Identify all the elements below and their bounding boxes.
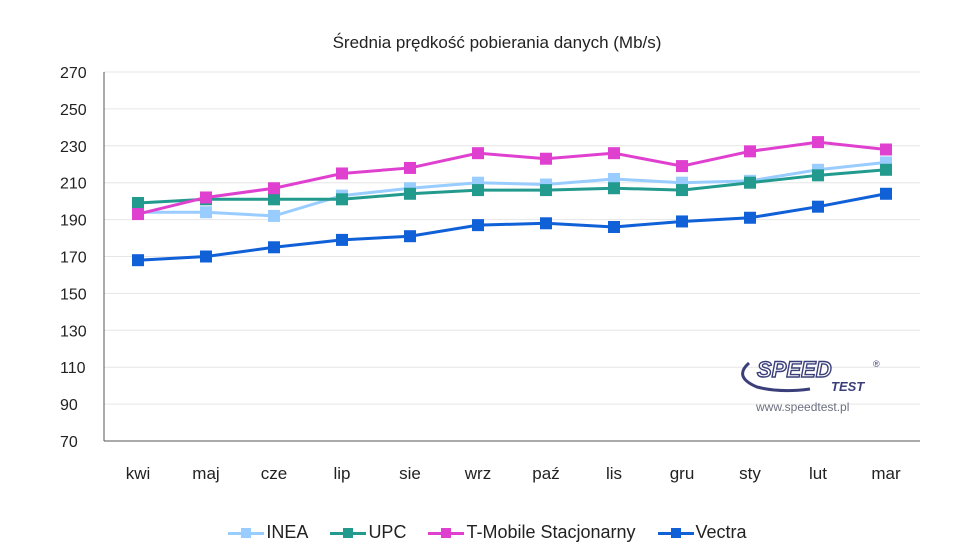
data-point bbox=[268, 193, 280, 206]
series-vectra bbox=[132, 187, 892, 267]
data-point bbox=[744, 211, 756, 224]
data-point bbox=[472, 184, 484, 197]
y-tick-label: 70 bbox=[60, 434, 78, 451]
data-point bbox=[812, 169, 824, 182]
y-tick-label: 190 bbox=[60, 213, 87, 230]
data-point bbox=[336, 233, 348, 246]
data-point bbox=[812, 200, 824, 213]
x-tick-label: wrz bbox=[464, 464, 491, 483]
x-tick-label: paź bbox=[532, 464, 559, 483]
legend-item: UPC bbox=[330, 522, 406, 543]
series-group bbox=[132, 136, 892, 267]
data-point bbox=[540, 217, 552, 230]
x-tick-label: lut bbox=[809, 464, 827, 483]
data-point bbox=[540, 152, 552, 165]
data-point bbox=[472, 219, 484, 232]
x-tick-label: lip bbox=[333, 464, 350, 483]
legend-swatch bbox=[228, 526, 265, 540]
x-tick-label: lis bbox=[606, 464, 622, 483]
series-line bbox=[137, 192, 887, 262]
data-point bbox=[200, 191, 212, 204]
data-point bbox=[200, 206, 212, 219]
y-tick-label: 150 bbox=[60, 286, 87, 303]
data-point bbox=[268, 182, 280, 195]
data-point bbox=[608, 220, 620, 233]
data-point bbox=[608, 147, 620, 160]
data-point bbox=[404, 161, 416, 174]
data-point bbox=[472, 147, 484, 160]
watermark-url: www.speedtest.pl bbox=[756, 400, 850, 414]
x-tick-label: sie bbox=[399, 464, 421, 483]
x-axis-ticks: kwi maj cze lip sie wrz paź lis gru sty lut mar bbox=[126, 464, 901, 483]
y-tick-label: 230 bbox=[60, 139, 87, 156]
series-line bbox=[137, 140, 887, 216]
y-tick-label: 110 bbox=[60, 360, 86, 377]
speedtest-logo: SPEED TEST ® bbox=[735, 355, 885, 415]
y-tick-label: 170 bbox=[60, 250, 87, 267]
x-tick-label: kwi bbox=[126, 464, 151, 483]
y-tick-label: 90 bbox=[60, 397, 78, 414]
series-line bbox=[137, 168, 887, 205]
data-point bbox=[336, 193, 348, 206]
logo-sub: TEST bbox=[831, 379, 865, 394]
chart-title: Średnia prędkość pobierania danych (Mb/s… bbox=[333, 33, 662, 52]
data-point bbox=[404, 230, 416, 243]
data-point bbox=[268, 241, 280, 254]
data-point bbox=[676, 160, 688, 173]
logo-text: SPEED bbox=[757, 357, 832, 382]
y-tick-label: 130 bbox=[60, 323, 87, 340]
series-line bbox=[138, 160, 887, 218]
y-tick-label: 250 bbox=[60, 102, 87, 119]
y-tick-label: 210 bbox=[60, 176, 87, 193]
legend-item: INEA bbox=[228, 522, 308, 543]
registered-mark: ® bbox=[873, 359, 880, 369]
data-point bbox=[676, 184, 688, 197]
data-point bbox=[132, 196, 144, 209]
x-tick-label: cze bbox=[261, 464, 287, 483]
legend-item: Vectra bbox=[657, 522, 747, 543]
legend: INEA UPC T-Mobile Stacjonarny Vectra bbox=[0, 522, 975, 543]
data-point bbox=[880, 163, 892, 176]
data-point bbox=[880, 187, 892, 200]
data-point bbox=[880, 143, 892, 156]
series-t-mobile-stacjonarny bbox=[132, 136, 892, 221]
logo-swoosh bbox=[741, 361, 811, 393]
data-point bbox=[132, 254, 144, 267]
legend-label: INEA bbox=[266, 522, 309, 542]
data-point bbox=[744, 145, 756, 158]
data-point bbox=[608, 173, 620, 186]
legend-label: UPC bbox=[368, 522, 407, 542]
y-axis-ticks: 70 90 110 130 150 170 190 210 230 250 270 bbox=[60, 65, 87, 451]
y-tick-label: 270 bbox=[60, 65, 87, 82]
data-point bbox=[744, 176, 756, 189]
legend-swatch bbox=[428, 526, 465, 540]
data-point bbox=[608, 182, 620, 195]
gridlines bbox=[104, 71, 920, 405]
legend-item: T-Mobile Stacjonarny bbox=[428, 522, 636, 543]
x-tick-label: gru bbox=[670, 464, 695, 483]
legend-swatch bbox=[330, 526, 367, 540]
legend-label: T-Mobile Stacjonarny bbox=[466, 522, 636, 542]
x-tick-label: mar bbox=[871, 464, 901, 483]
data-point bbox=[812, 136, 824, 149]
data-point bbox=[540, 184, 552, 197]
x-tick-label: maj bbox=[192, 464, 219, 483]
legend-label: Vectra bbox=[695, 522, 747, 542]
data-point bbox=[200, 250, 212, 263]
x-tick-label: sty bbox=[739, 464, 761, 483]
data-point bbox=[268, 209, 280, 222]
data-point bbox=[336, 167, 348, 180]
legend-swatch bbox=[657, 526, 694, 540]
data-point bbox=[132, 208, 144, 221]
data-point bbox=[676, 215, 688, 228]
series-upc bbox=[132, 163, 892, 209]
data-point bbox=[404, 187, 416, 200]
